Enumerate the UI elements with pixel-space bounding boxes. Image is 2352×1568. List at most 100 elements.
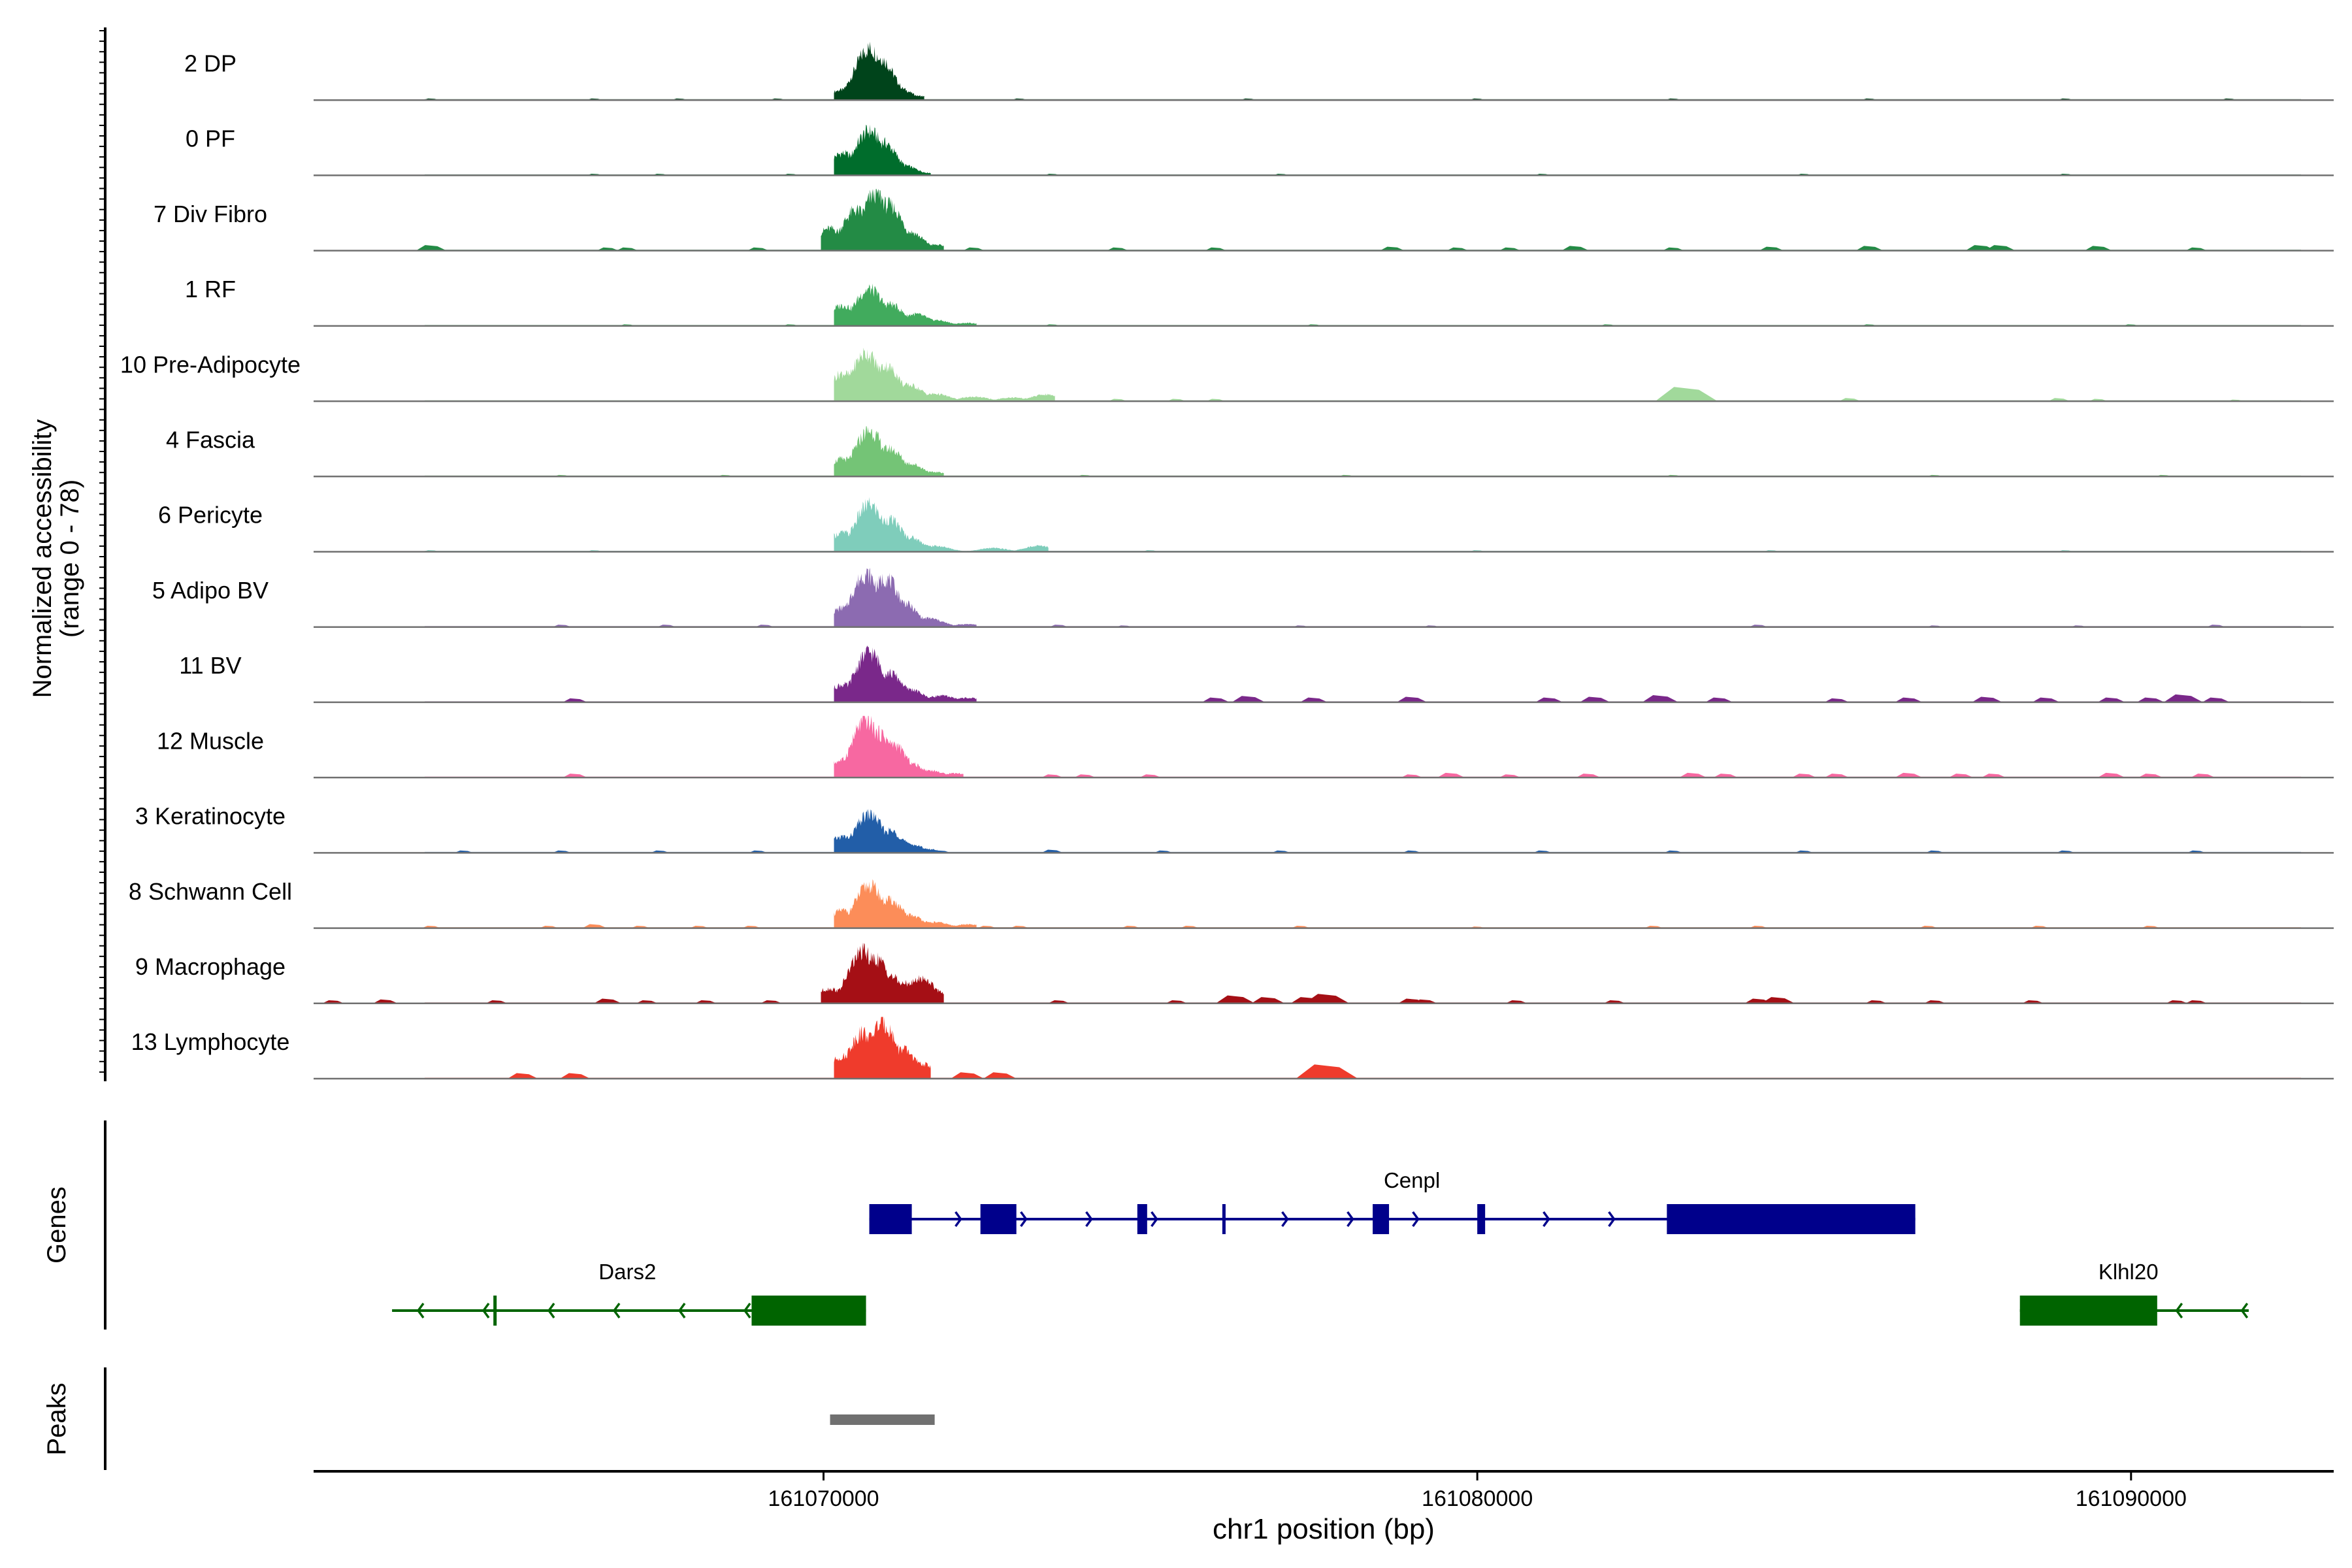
track-11: 8 Schwann Cell xyxy=(129,878,2334,929)
track-label: 5 Adipo BV xyxy=(152,577,269,604)
strand-arrow xyxy=(1608,1211,1616,1228)
gene-dars2: Dars2 xyxy=(392,1260,866,1326)
track-4: 10 Pre-Adipocyte xyxy=(120,348,2334,402)
x-tick-label: 161070000 xyxy=(768,1486,879,1511)
coverage-blip xyxy=(1985,245,2016,251)
gene-klhl20: Klhl20 xyxy=(2019,1260,2249,1326)
coverage-blip xyxy=(2138,774,2163,778)
coverage-blip xyxy=(2202,697,2230,702)
track-0: 2 DP xyxy=(184,41,2334,101)
strand-arrow xyxy=(955,1211,962,1228)
coverage-blip xyxy=(507,1073,538,1079)
coverage-y-label-line1: Normalized accessibility xyxy=(28,419,57,698)
strand-arrow xyxy=(2240,1302,2249,1319)
strand-arrow xyxy=(612,1302,621,1319)
strand-arrow xyxy=(1151,1211,1158,1228)
coverage-blip xyxy=(1380,246,1405,251)
coverage-blip xyxy=(1642,695,1679,702)
gene-exon xyxy=(1667,1204,1916,1234)
gene-exon xyxy=(1477,1204,1486,1234)
gene-exon xyxy=(980,1204,1017,1234)
strand-arrow xyxy=(2175,1302,2183,1319)
coverage-blip xyxy=(1579,696,1610,702)
coverage-blip xyxy=(2084,246,2112,251)
track-label: 2 DP xyxy=(184,50,237,76)
coverage-blip xyxy=(1296,1064,1358,1079)
coverage-blip xyxy=(1791,774,1817,778)
gene-cenpl: Cenpl xyxy=(869,1168,1916,1234)
coverage-tracks: 2 DP 0 PF 7 Div Fibro 1 RF 10 Pre-Adipocyte 4… xyxy=(120,41,2334,1080)
coverage-blip xyxy=(2163,694,2203,702)
x-tick-label: 161080000 xyxy=(1422,1486,1533,1511)
gene-exon xyxy=(493,1296,497,1326)
track-12: 9 Macrophage xyxy=(135,942,2334,1005)
coverage-blip xyxy=(1981,774,2006,778)
gene-exon xyxy=(751,1296,866,1326)
coverage-blip xyxy=(1948,774,1974,778)
gene-exon xyxy=(1222,1204,1226,1234)
coverage-blip xyxy=(2097,697,2125,702)
coverage-blip xyxy=(1251,997,1285,1004)
coverage-blip xyxy=(1761,997,1795,1004)
coverage-blip xyxy=(2097,772,2125,778)
strand-arrow xyxy=(482,1302,490,1319)
genes-panel-title: Genes xyxy=(42,1186,71,1264)
coverage-peak xyxy=(834,1017,931,1079)
coverage-blip xyxy=(1824,774,1850,778)
strand-arrow xyxy=(1281,1211,1289,1228)
coverage-blip xyxy=(1215,995,1255,1004)
coverage-y-label-line2: (range 0 - 78) xyxy=(56,480,84,638)
coverage-blip xyxy=(1561,246,1590,251)
track-label: 7 Div Fibro xyxy=(154,201,267,227)
coverage-blip xyxy=(1437,772,1465,778)
coverage-peak xyxy=(821,189,944,251)
coverage-blip xyxy=(1679,772,1707,778)
track-10: 3 Keratinocyte xyxy=(135,803,2334,854)
x-tick-label: 161090000 xyxy=(2076,1486,2187,1511)
gene-label: Cenpl xyxy=(1384,1168,1440,1192)
track-label: 6 Pericyte xyxy=(158,502,263,529)
track-13: 13 Lymphocyte xyxy=(131,1017,2334,1080)
coverage-peak xyxy=(834,808,938,853)
track-label: 0 PF xyxy=(186,125,235,152)
coverage-blip xyxy=(559,1073,591,1079)
coverage-blip xyxy=(1855,246,1884,251)
gene-annotations: Cenpl Dars2 Klhl20 xyxy=(392,1168,2249,1326)
strand-arrow xyxy=(1412,1211,1420,1228)
coverage-blip xyxy=(1824,698,1850,702)
coverage-blip xyxy=(1535,697,1563,702)
gene-exon xyxy=(1373,1204,1390,1234)
coverage-blip xyxy=(951,1072,985,1079)
coverage-blip xyxy=(983,1072,1017,1079)
track-label: 11 BV xyxy=(179,652,241,679)
coverage-blip xyxy=(1705,697,1733,702)
strand-arrow xyxy=(1347,1211,1354,1228)
coverage-blip xyxy=(2032,697,2060,702)
gene-exon xyxy=(869,1204,912,1234)
track-3: 1 RF xyxy=(185,276,2334,327)
track-8: 11 BV xyxy=(179,645,2334,704)
peak-regions xyxy=(830,1414,935,1425)
track-5: 4 Fascia xyxy=(166,426,2334,478)
x-axis-label: chr1 position (bp) xyxy=(1213,1513,1435,1545)
track-label: 4 Fascia xyxy=(166,427,255,453)
coverage-blip xyxy=(1232,696,1266,702)
strand-arrow xyxy=(1543,1211,1550,1228)
track-label: 8 Schwann Cell xyxy=(129,878,292,905)
coverage-peak xyxy=(834,568,977,627)
coverage-blip xyxy=(1201,697,1230,702)
coverage-peak xyxy=(834,41,924,101)
strand-arrow xyxy=(547,1302,555,1319)
track-label: 9 Macrophage xyxy=(135,953,286,980)
gene-exon xyxy=(1137,1204,1147,1234)
coverage-peak xyxy=(834,715,964,778)
coverage-blip xyxy=(1655,387,1718,402)
track-label: 10 Pre-Adipocyte xyxy=(120,351,301,378)
coverage-blip xyxy=(1304,994,1350,1004)
strand-arrow xyxy=(1085,1211,1093,1228)
coverage-peak xyxy=(834,879,977,928)
track-label: 1 RF xyxy=(185,276,236,302)
strand-arrow xyxy=(416,1302,425,1319)
